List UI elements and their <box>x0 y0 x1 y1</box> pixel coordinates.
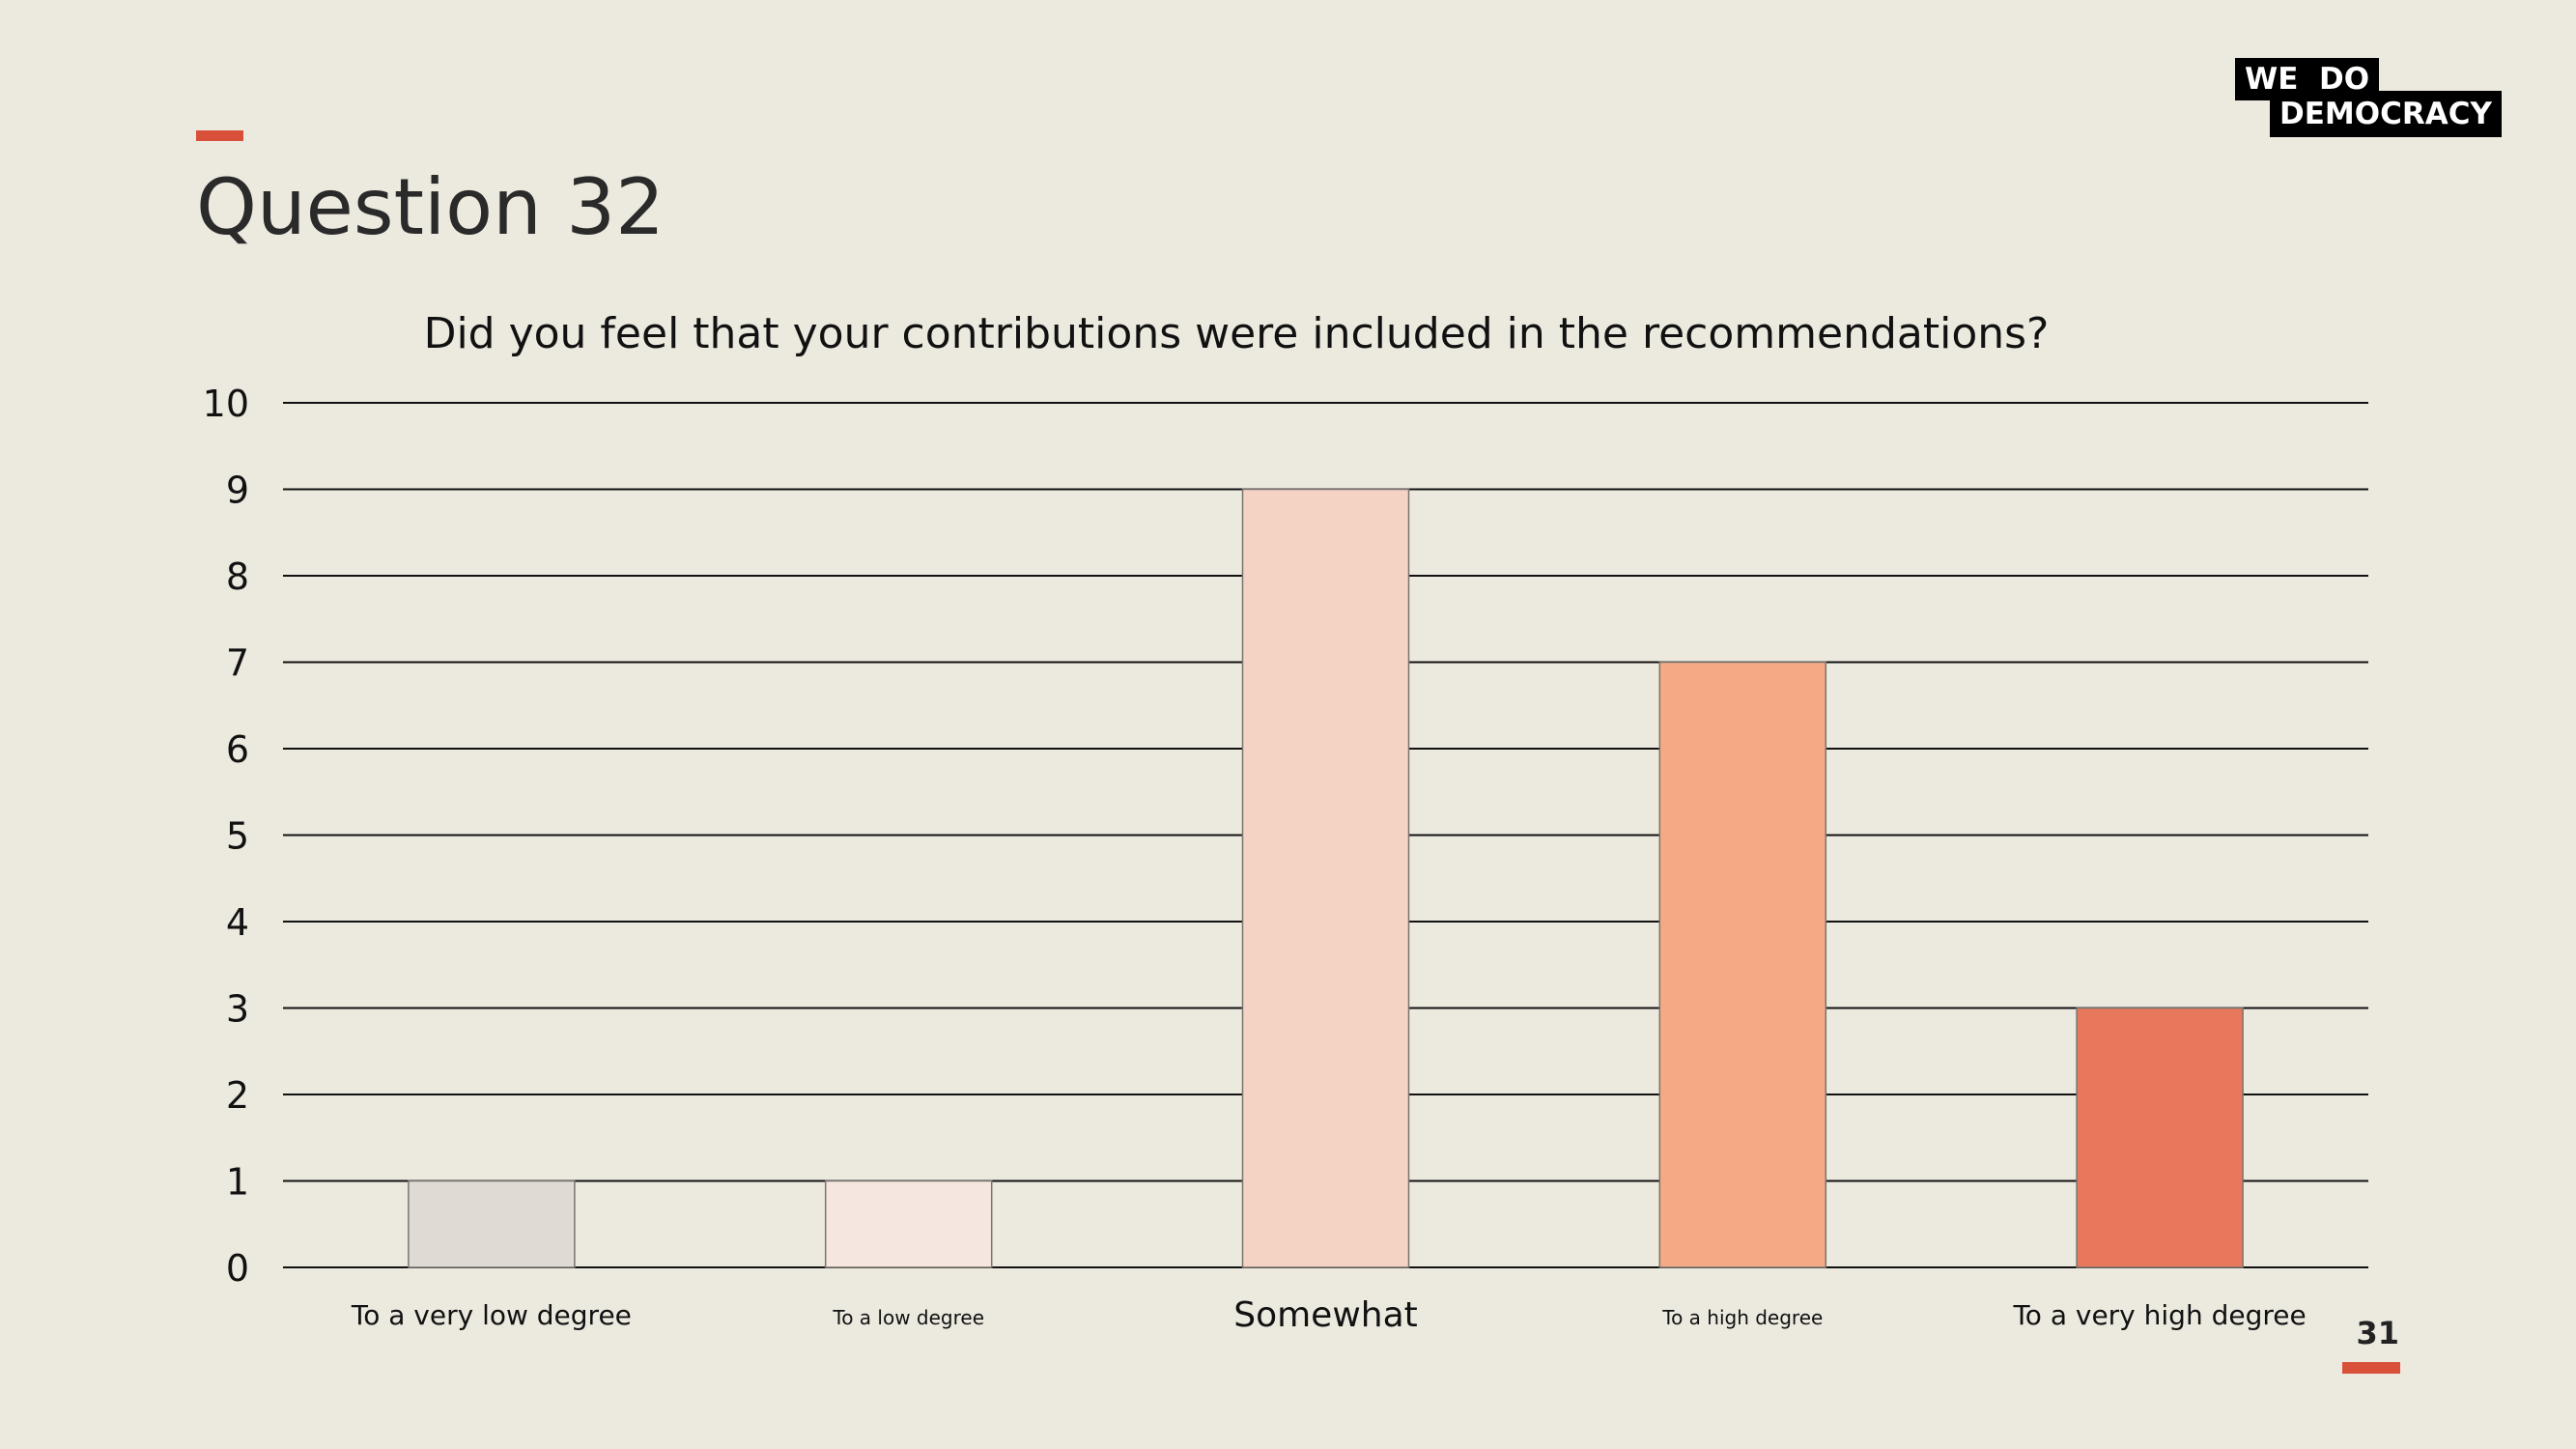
y-tick-label: 4 <box>226 901 249 944</box>
bars <box>409 490 2243 1268</box>
x-tick-label: To a low degree <box>832 1306 984 1329</box>
y-tick-label: 8 <box>226 555 249 598</box>
y-axis-ticks: 0 1 2 3 4 5 6 7 8 9 10 <box>203 383 249 1290</box>
bar <box>826 1181 992 1268</box>
bar <box>1243 490 1409 1268</box>
y-tick-label: 2 <box>226 1074 249 1117</box>
y-tick-label: 9 <box>226 469 249 512</box>
x-axis-ticks: To a very low degree To a low degree Somew… <box>351 1295 2307 1335</box>
x-tick-label: To a very high degree <box>2012 1299 2306 1331</box>
y-tick-label: 10 <box>203 383 249 425</box>
bar <box>409 1181 575 1268</box>
y-tick-label: 0 <box>226 1247 249 1290</box>
bar <box>2077 1009 2243 1268</box>
x-tick-label: Somewhat <box>1233 1295 1418 1335</box>
y-tick-label: 7 <box>226 642 249 685</box>
bar <box>1659 663 1826 1268</box>
page-number-accent-bar <box>2342 1362 2400 1374</box>
x-tick-label: To a very low degree <box>351 1299 632 1331</box>
page-number: 31 <box>2318 1314 2399 1352</box>
y-tick-label: 5 <box>226 815 249 858</box>
y-tick-label: 6 <box>226 728 249 771</box>
x-tick-label: To a high degree <box>1661 1306 1823 1329</box>
y-tick-label: 3 <box>226 988 249 1031</box>
y-tick-label: 1 <box>226 1161 249 1204</box>
